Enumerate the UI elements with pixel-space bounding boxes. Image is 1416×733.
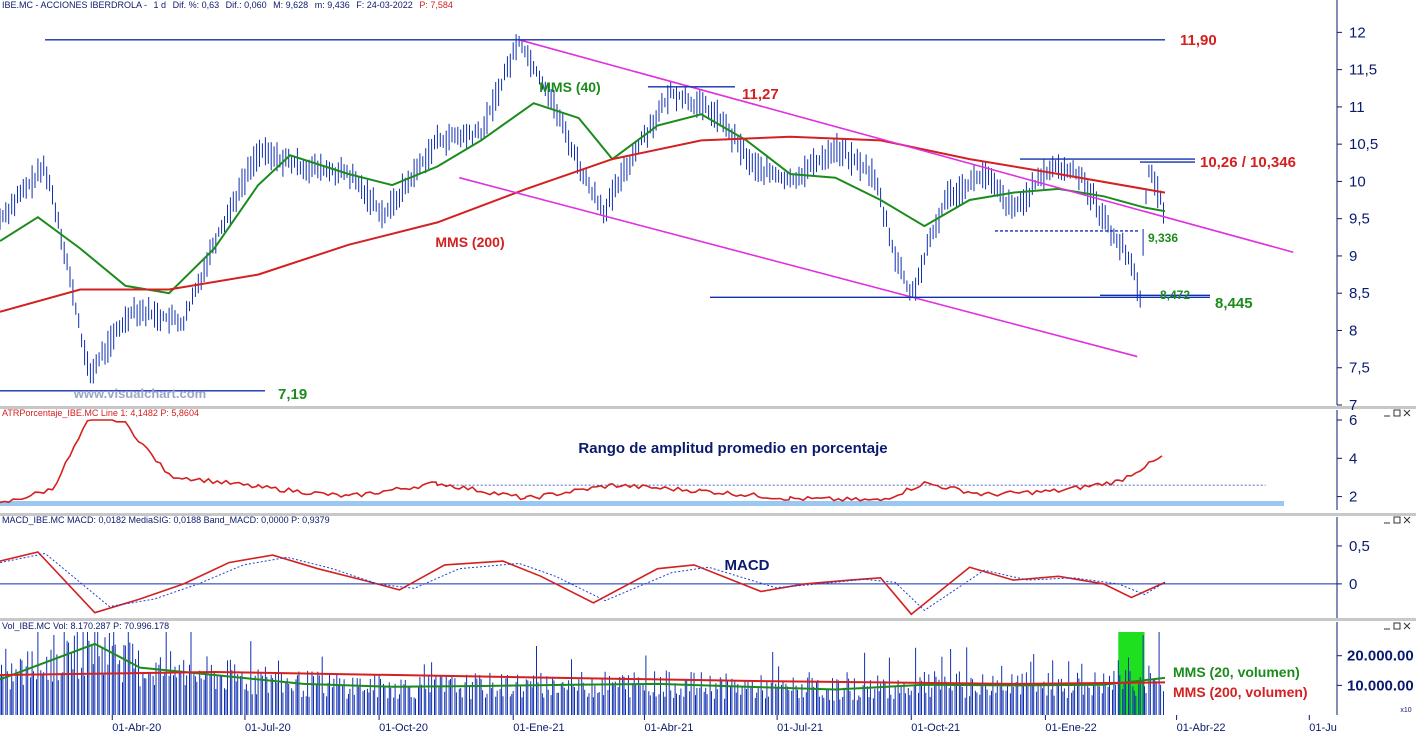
level-label: 7,19 — [278, 386, 307, 403]
atr-baseline-band — [0, 501, 1284, 506]
x-tick-label: 01-Abr-22 — [1177, 722, 1226, 733]
price-header-difpct: Dif. %: 0,63 — [173, 0, 220, 10]
x-tick-label: 01-Abr-20 — [112, 722, 161, 733]
x-tick-label: 01-Oct-21 — [911, 722, 960, 733]
maximize-icon — [1393, 622, 1401, 630]
price-ytick-label: 7,5 — [1349, 360, 1370, 377]
window-buttons-2[interactable] — [1384, 516, 1411, 524]
volume-unit-badge: x10 — [1400, 707, 1411, 714]
price-header-date: F: 24-03-2022 — [356, 0, 413, 10]
volume-legend-label: MMS (200, volumen) — [1173, 684, 1308, 700]
x-tick-label: 01-Ju — [1309, 722, 1337, 733]
window-buttons-3[interactable] — [1384, 622, 1411, 630]
atr-title: Rango de amplitud promedio en porcentaje — [578, 440, 887, 457]
level-label: 11,27 — [742, 86, 779, 103]
price-ytick-label: 7 — [1349, 397, 1357, 414]
close-icon — [1403, 409, 1411, 417]
level-label: 8,472 — [1160, 288, 1190, 302]
atr-line — [0, 419, 1163, 504]
level-label: 11,90 — [1180, 32, 1217, 49]
macd-title: MACD — [725, 557, 770, 574]
gridlines — [111, 31, 1342, 720]
chart-labels: 7 7,5 8 8,5 9 9,5 10 10,5 11 11,5 12 01-Abr-20 01-Ju… — [112, 24, 1413, 733]
price-header-dif: Dif.: 0,060 — [226, 0, 267, 10]
ma-label: MMS (200) — [435, 234, 504, 250]
price-header-period: 1 d — [154, 0, 167, 10]
volume-panel-separator — [0, 618, 1416, 621]
macd-ytick-label: 0 — [1349, 576, 1357, 593]
price-header-last: P: 7,584 — [419, 0, 453, 10]
x-tick-label: 01-Jul-20 — [245, 722, 291, 733]
window-buttons-1[interactable] — [1384, 409, 1411, 417]
watermark: www.visualchart.com — [73, 386, 206, 401]
price-header-max: M: 9,628 — [273, 0, 308, 10]
volume-header: Vol_IBE.MC Vol: 8.170.287 P: 70.996.178 — [2, 621, 169, 631]
atr-header: ATRPorcentaje_IBE.MC Line 1: 4,1482 P: 5… — [2, 408, 199, 418]
series-mms-200- — [0, 135, 1166, 313]
atr-ytick-label: 2 — [1349, 489, 1357, 506]
panel-frames — [0, 0, 1416, 715]
close-icon — [1403, 516, 1411, 524]
volume-series-mms-20-volumen- — [0, 642, 1166, 691]
macd-series-mediasig — [0, 552, 1166, 612]
series-mms-40- — [0, 102, 1166, 295]
macd-series-macd — [0, 551, 1166, 616]
channel-trendline — [518, 39, 1294, 253]
close-icon — [1403, 622, 1411, 630]
maximize-icon — [1393, 409, 1401, 417]
macd-panel-separator — [0, 513, 1416, 516]
maximize-icon — [1393, 516, 1401, 524]
price-candles — [0, 34, 1164, 384]
price-ytick-label: 10 — [1349, 173, 1366, 190]
atr-ytick-label: 4 — [1349, 450, 1357, 467]
channel-trendline — [459, 176, 1138, 358]
price-ytick-label: 11 — [1349, 99, 1365, 116]
macd-ytick-label: 0,5 — [1349, 538, 1370, 555]
price-ytick-label: 9,5 — [1349, 211, 1370, 228]
x-tick-label: 01-Jul-21 — [777, 722, 823, 733]
level-label: 10,26 / 10,346 — [1200, 154, 1296, 171]
atr-panel-separator — [0, 406, 1416, 409]
price-ytick-label: 9 — [1349, 248, 1357, 265]
vol-ytick-label: 10.000.00 — [1347, 677, 1414, 694]
macd-header: MACD_IBE.MC MACD: 0,0182 MediaSIG: 0,018… — [2, 515, 330, 525]
x-tick-label: 01-Ene-22 — [1045, 722, 1096, 733]
atr-ytick-label: 6 — [1349, 412, 1357, 429]
x-tick-label: 01-Oct-20 — [379, 722, 428, 733]
x-tick-label: 01-Abr-21 — [644, 722, 693, 733]
ma-label: MMS (40) — [539, 79, 600, 95]
panel-window-buttons[interactable] — [1384, 0, 1411, 630]
price-header-min: m: 9,436 — [315, 0, 350, 10]
price-header-symbol: IBE.MC - ACCIONES IBERDROLA - — [2, 0, 147, 10]
price-ytick-label: 10,5 — [1349, 136, 1378, 153]
vol-ytick-label: 20.000.00 — [1347, 648, 1414, 665]
price-ytick-label: 11,5 — [1349, 62, 1377, 79]
volume-legend-label: MMS (20, volumen) — [1173, 664, 1300, 680]
price-ytick-label: 8 — [1349, 322, 1357, 339]
volume-series-mms-200-volumen- — [0, 670, 1166, 685]
price-ytick-label: 12 — [1349, 24, 1366, 41]
level-label: 8,445 — [1215, 295, 1253, 312]
level-label: 9,336 — [1148, 231, 1178, 245]
chart-marks — [0, 34, 1337, 715]
price-header: IBE.MC - ACCIONES IBERDROLA - 1 d Dif. %… — [2, 0, 453, 10]
price-ytick-label: 8,5 — [1349, 285, 1370, 302]
x-tick-label: 01-Ene-21 — [513, 722, 564, 733]
